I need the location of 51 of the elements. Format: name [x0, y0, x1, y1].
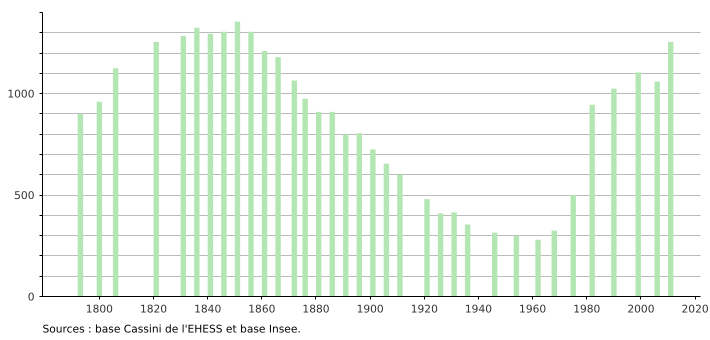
x-tick-label: 1980	[573, 302, 601, 316]
bar	[208, 34, 214, 296]
bar	[589, 104, 595, 296]
x-tick-label: 1880	[302, 302, 330, 316]
bar	[570, 195, 576, 296]
bar	[343, 134, 348, 296]
source-note: Sources : base Cassini de l'EHESS et base Insee.	[42, 322, 301, 336]
bar	[154, 42, 159, 296]
bar	[194, 28, 200, 296]
bar	[292, 80, 298, 296]
bar	[180, 36, 186, 296]
bar	[302, 98, 308, 296]
bar	[384, 164, 390, 296]
y-tick-label: 500	[14, 189, 35, 202]
x-tick-label: 1840	[194, 302, 222, 316]
x-tick-label: 1920	[410, 302, 438, 316]
bar	[636, 72, 641, 296]
bar	[248, 32, 254, 296]
x-tick-label: 1940	[464, 302, 492, 316]
bar	[552, 230, 557, 296]
bar	[397, 174, 403, 296]
bar	[262, 51, 268, 296]
bar	[438, 213, 444, 296]
bar	[514, 236, 520, 296]
bar	[535, 240, 541, 296]
bar	[234, 22, 240, 296]
bar	[668, 42, 674, 296]
x-tick-label: 1900	[356, 302, 384, 316]
bar	[492, 232, 498, 296]
bar	[654, 81, 660, 296]
bar	[275, 57, 281, 296]
x-tick-label: 1800	[86, 302, 114, 316]
bar	[221, 32, 227, 296]
bar	[370, 149, 376, 296]
bar	[330, 112, 335, 296]
bar	[424, 199, 430, 296]
bar	[78, 114, 84, 296]
bar	[611, 88, 617, 296]
bar	[96, 102, 102, 296]
x-tick-label: 2000	[627, 302, 655, 316]
x-tick-label: 1860	[248, 302, 276, 316]
y-tick-label: 0	[28, 290, 35, 304]
bar	[451, 212, 457, 296]
x-tick-label: 1960	[519, 302, 546, 316]
x-tick-label: 1820	[140, 302, 168, 316]
x-tick-label: 2020	[682, 302, 709, 316]
bar	[112, 68, 118, 296]
bar	[356, 133, 362, 296]
bar	[464, 224, 470, 296]
bar	[316, 112, 322, 296]
y-tick-label: 1000	[7, 88, 35, 101]
